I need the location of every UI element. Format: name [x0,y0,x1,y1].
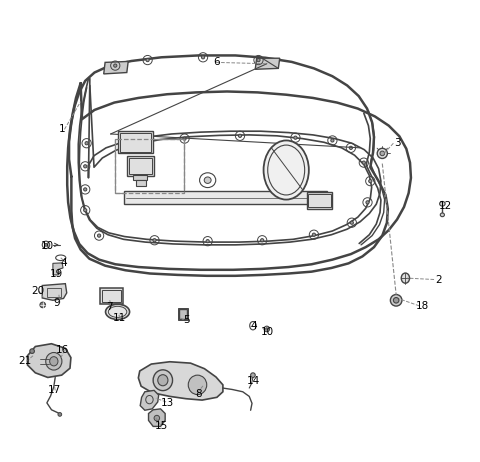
Text: 7: 7 [107,302,113,312]
Ellipse shape [401,273,409,283]
Polygon shape [27,344,71,377]
Ellipse shape [49,357,58,366]
Ellipse shape [30,349,35,353]
Bar [307,192,333,209]
Text: 4: 4 [60,258,67,268]
Ellipse shape [366,201,369,204]
Bar [123,191,327,204]
Bar [47,288,61,297]
Ellipse shape [440,213,444,217]
Bar [308,194,331,207]
Polygon shape [255,58,280,69]
Ellipse shape [312,233,315,236]
Ellipse shape [350,221,353,224]
Text: 9: 9 [53,298,60,308]
Ellipse shape [251,373,255,377]
Bar [179,309,187,319]
Text: 13: 13 [160,398,174,408]
Text: 5: 5 [183,315,190,325]
Ellipse shape [58,413,61,416]
Ellipse shape [369,179,372,182]
Text: 8: 8 [195,389,202,399]
Polygon shape [53,263,63,275]
Text: 15: 15 [155,421,168,431]
Ellipse shape [85,141,88,145]
Ellipse shape [106,304,130,320]
Polygon shape [138,362,223,400]
Text: 17: 17 [48,385,61,395]
Ellipse shape [46,353,62,370]
Bar [129,158,152,174]
Text: 1: 1 [59,124,65,134]
Ellipse shape [84,188,87,191]
Ellipse shape [349,146,352,150]
Polygon shape [140,390,159,410]
Ellipse shape [261,238,264,242]
Text: 16: 16 [56,345,69,355]
Ellipse shape [265,328,268,330]
Bar [115,139,184,193]
Bar [102,290,121,302]
Ellipse shape [84,164,87,168]
Ellipse shape [390,295,402,306]
Bar [136,180,146,186]
Ellipse shape [440,201,445,206]
Ellipse shape [188,375,207,395]
Bar [120,133,151,152]
Text: 18: 18 [416,301,429,311]
Ellipse shape [331,139,334,142]
Text: 6: 6 [214,57,220,67]
Ellipse shape [146,58,149,62]
Bar [127,156,154,176]
Bar [118,131,153,153]
Ellipse shape [84,208,87,212]
Polygon shape [148,409,165,426]
Ellipse shape [362,161,365,164]
Text: 2: 2 [435,274,442,285]
Ellipse shape [239,134,241,138]
Ellipse shape [183,137,186,140]
Text: 11: 11 [112,313,126,323]
Text: 3: 3 [394,138,400,148]
Ellipse shape [202,55,204,59]
Ellipse shape [114,64,117,67]
Ellipse shape [257,58,260,62]
Text: 14: 14 [247,376,261,386]
Ellipse shape [45,243,48,246]
Text: 4: 4 [251,321,257,331]
Ellipse shape [380,151,384,156]
Ellipse shape [377,148,387,158]
Text: 19: 19 [50,268,63,279]
Ellipse shape [206,240,209,243]
Ellipse shape [133,144,136,147]
Ellipse shape [158,375,168,386]
Ellipse shape [153,370,172,391]
Ellipse shape [97,234,101,237]
Ellipse shape [394,298,399,303]
Polygon shape [42,284,67,300]
Ellipse shape [40,302,46,308]
Text: 12: 12 [439,201,452,211]
Text: 20: 20 [31,286,44,296]
Text: 10: 10 [40,241,53,251]
Ellipse shape [264,140,309,200]
Bar [133,175,147,180]
Ellipse shape [294,136,297,140]
Polygon shape [104,61,128,74]
Ellipse shape [204,177,211,183]
Ellipse shape [154,415,160,421]
Text: 10: 10 [261,327,274,337]
Bar [100,288,123,304]
Ellipse shape [153,238,156,242]
Bar [178,308,188,320]
Text: 21: 21 [19,356,32,366]
